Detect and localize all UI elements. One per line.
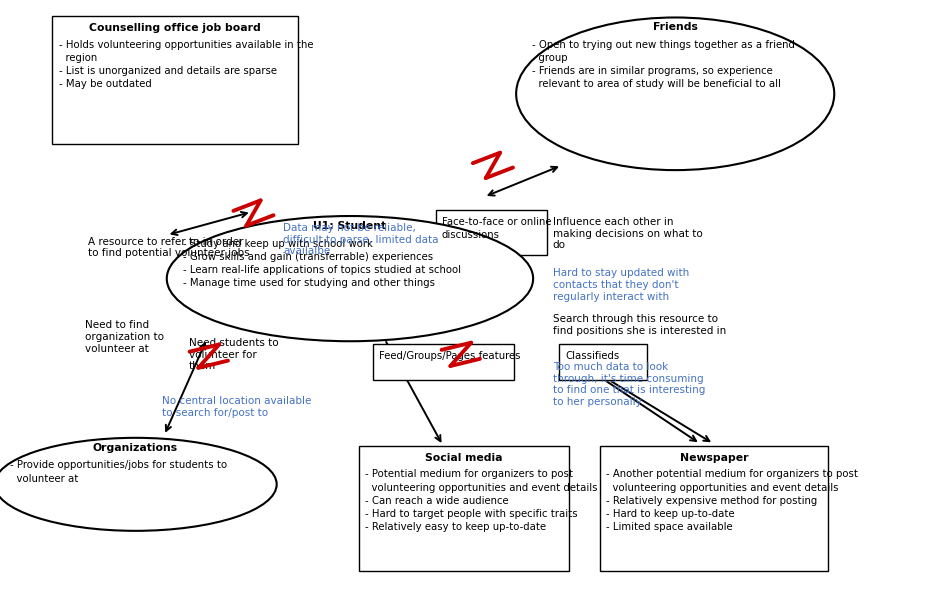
Text: A resource to refer to in order
to find potential volunteer jobs: A resource to refer to in order to find … xyxy=(88,237,250,259)
Text: Organizations: Organizations xyxy=(92,443,179,453)
Ellipse shape xyxy=(516,17,834,170)
Text: Hard to stay updated with
contacts that they don't
regularly interact with: Hard to stay updated with contacts that … xyxy=(553,268,689,302)
Text: volunteer at: volunteer at xyxy=(10,474,79,483)
Text: Need students to
volunteer for
them: Need students to volunteer for them xyxy=(189,338,278,371)
Text: region: region xyxy=(58,53,97,63)
Text: - Potential medium for organizers to post: - Potential medium for organizers to pos… xyxy=(365,470,574,479)
Text: - Another potential medium for organizers to post: - Another potential medium for organizer… xyxy=(607,470,858,479)
Text: - Holds volunteering opportunities available in the: - Holds volunteering opportunities avail… xyxy=(58,40,314,50)
Text: volunteering opportunities and event details: volunteering opportunities and event det… xyxy=(365,483,598,492)
FancyBboxPatch shape xyxy=(600,446,828,571)
Text: - Manage time used for studying and other things: - Manage time used for studying and othe… xyxy=(183,278,435,288)
Text: volunteering opportunities and event details: volunteering opportunities and event det… xyxy=(607,483,839,492)
Text: - Open to trying out new things together as a friend: - Open to trying out new things together… xyxy=(532,40,796,50)
Text: Counselling office job board: Counselling office job board xyxy=(90,23,261,34)
Text: - Provide opportunities/jobs for students to: - Provide opportunities/jobs for student… xyxy=(10,461,228,470)
FancyBboxPatch shape xyxy=(436,210,548,255)
Text: Feed/Groups/Pages features: Feed/Groups/Pages features xyxy=(379,352,521,361)
Text: - Study and keep up with school work: - Study and keep up with school work xyxy=(183,238,373,249)
Text: Face-to-face or online: Face-to-face or online xyxy=(442,217,551,227)
Text: Too much data to look
through, it's time consuming
to find one that is interesti: Too much data to look through, it's time… xyxy=(553,362,705,407)
Text: - Hard to keep up-to-date: - Hard to keep up-to-date xyxy=(607,509,735,519)
Text: - List is unorganized and details are sparse: - List is unorganized and details are sp… xyxy=(58,66,277,77)
Text: - Relatively expensive method for posting: - Relatively expensive method for postin… xyxy=(607,495,818,506)
Text: - Limited space available: - Limited space available xyxy=(607,522,733,532)
FancyBboxPatch shape xyxy=(559,344,647,380)
Text: Newspaper: Newspaper xyxy=(680,453,748,463)
Text: - Grow skills and gain (transferrable) experiences: - Grow skills and gain (transferrable) e… xyxy=(183,252,433,262)
FancyBboxPatch shape xyxy=(373,344,514,380)
Text: relevant to area of study will be beneficial to all: relevant to area of study will be benefi… xyxy=(532,80,781,89)
Text: No central location available
to search for/post to: No central location available to search … xyxy=(162,396,312,418)
Text: - May be outdated: - May be outdated xyxy=(58,80,152,89)
Text: group: group xyxy=(532,53,568,63)
Ellipse shape xyxy=(166,216,533,341)
FancyBboxPatch shape xyxy=(359,446,569,571)
Text: Search through this resource to
find positions she is interested in: Search through this resource to find pos… xyxy=(553,314,726,336)
FancyBboxPatch shape xyxy=(53,16,298,144)
Text: Data may not be reliable,
difficult to parse, limited data
availalbe: Data may not be reliable, difficult to p… xyxy=(283,223,438,256)
Text: - Can reach a wide audience: - Can reach a wide audience xyxy=(365,495,509,506)
Text: Classifieds: Classifieds xyxy=(565,352,620,361)
Text: Need to find
organization to
volunteer at: Need to find organization to volunteer a… xyxy=(85,320,165,353)
Text: Social media: Social media xyxy=(426,453,502,463)
Ellipse shape xyxy=(0,438,277,531)
Text: Influence each other in
making decisions on what to
do: Influence each other in making decisions… xyxy=(553,217,703,250)
Text: - Learn real-life applications of topics studied at school: - Learn real-life applications of topics… xyxy=(183,265,461,275)
Text: - Relatively easy to keep up-to-date: - Relatively easy to keep up-to-date xyxy=(365,522,547,532)
Text: discussions: discussions xyxy=(442,231,500,240)
Text: U1: Student: U1: Student xyxy=(314,221,387,231)
Text: Friends: Friends xyxy=(653,22,697,32)
Text: - Friends are in similar programs, so experience: - Friends are in similar programs, so ex… xyxy=(532,66,773,77)
Text: - Hard to target people with specific traits: - Hard to target people with specific tr… xyxy=(365,509,578,519)
